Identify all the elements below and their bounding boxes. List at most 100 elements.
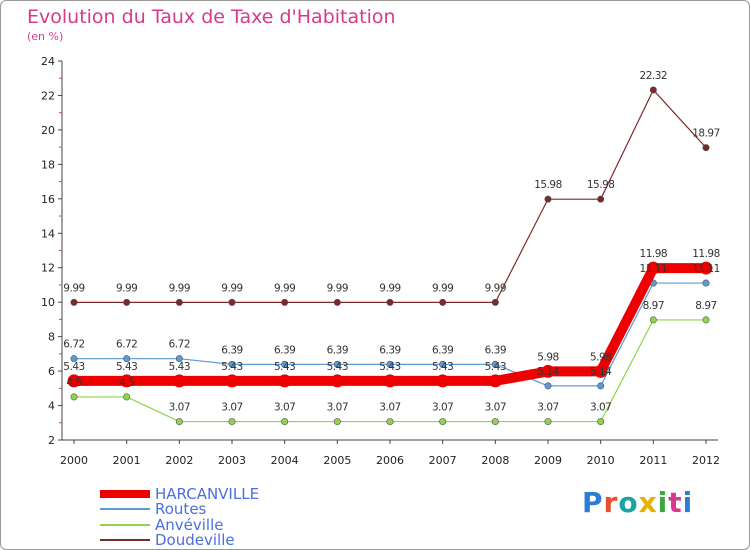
data-label-doudeville: 22.32 — [640, 70, 668, 82]
data-label-doudeville: 15.98 — [534, 179, 562, 191]
data-label-routes: 5.14 — [537, 366, 559, 378]
chart-subtitle: (en %) — [27, 30, 64, 43]
legend-label-anveville: Anvéville — [155, 516, 224, 534]
y-tick-label: 12 — [41, 262, 55, 275]
logo-letter: P — [582, 486, 604, 519]
legend-swatch-routes — [100, 508, 150, 510]
data-point-harcanville — [67, 374, 81, 388]
data-point-doudeville — [333, 298, 341, 306]
data-label-doudeville: 9.99 — [169, 282, 190, 294]
data-label-harcanville: 11.98 — [692, 248, 720, 260]
data-point-routes — [544, 382, 552, 390]
data-point-doudeville — [70, 298, 78, 306]
data-point-anvville — [386, 418, 394, 426]
data-label-routes: 11.11 — [692, 263, 720, 275]
chart-title: Evolution du Taux de Taxe d'Habitation — [27, 6, 396, 28]
data-label-routes: 6.72 — [63, 339, 84, 351]
y-tick-label: 18 — [41, 158, 55, 171]
data-point-harcanville — [172, 374, 186, 388]
data-point-anvville — [597, 418, 605, 426]
x-tick-label: 2000 — [60, 454, 88, 467]
data-label-anvville: 3.07 — [327, 402, 348, 414]
data-label-anvville: 3.07 — [379, 402, 400, 414]
data-point-harcanville — [278, 374, 292, 388]
data-label-doudeville: 15.98 — [587, 179, 615, 191]
y-tick-label: 6 — [48, 365, 55, 378]
series-line-doudeville — [74, 88, 707, 303]
data-point-doudeville — [123, 298, 131, 306]
data-point-harcanville — [646, 261, 660, 275]
y-tick-label: 24 — [41, 55, 55, 68]
chart-data-labels: 9.99 9.99 9.99 9.99 9.99 9.99 9.99 9.99 9.99 15.9… — [63, 70, 720, 414]
data-point-doudeville — [544, 195, 552, 203]
y-tick-label: 16 — [41, 193, 55, 206]
data-point-harcanville — [383, 374, 397, 388]
data-point-harcanville — [594, 364, 608, 378]
data-label-anvville: 4.5 — [66, 377, 81, 389]
data-label-doudeville: 18.97 — [692, 128, 720, 140]
data-label-harcanville: 5.43 — [379, 361, 400, 373]
data-label-harcanville: 5.43 — [116, 361, 137, 373]
data-label-routes: 6.39 — [485, 344, 506, 356]
data-label-anvville: 3.07 — [432, 402, 453, 414]
x-tick-label: 2011 — [639, 454, 667, 467]
data-point-doudeville — [175, 298, 183, 306]
data-label-harcanville: 5.43 — [432, 361, 453, 373]
data-point-routes — [228, 360, 236, 368]
data-point-routes — [333, 360, 341, 368]
data-label-anvville: 3.07 — [590, 402, 611, 414]
data-point-anvville — [281, 418, 289, 426]
data-point-harcanville — [488, 374, 502, 388]
data-point-doudeville — [439, 298, 447, 306]
data-label-routes: 6.39 — [274, 344, 295, 356]
y-tick-label: 4 — [48, 400, 55, 413]
x-tick-label: 2009 — [534, 454, 562, 467]
legend-swatch-anveville — [100, 524, 150, 526]
x-tick-label: 2002 — [165, 454, 193, 467]
data-point-harcanville — [541, 364, 555, 378]
logo-letter: t — [668, 486, 683, 519]
data-point-routes — [175, 355, 183, 363]
x-tick-label: 2003 — [218, 454, 246, 467]
data-label-routes: 5.14 — [590, 366, 612, 378]
x-tick-label: 2008 — [481, 454, 509, 467]
data-label-harcanville: 5.98 — [590, 351, 611, 363]
data-point-routes — [491, 360, 499, 368]
y-tick-label: 22 — [41, 89, 55, 102]
legend-label-routes: Routes — [155, 500, 207, 518]
x-tick-label: 2001 — [113, 454, 141, 467]
data-point-anvville — [70, 393, 78, 401]
data-point-anvville — [491, 418, 499, 426]
data-point-routes — [70, 355, 78, 363]
data-point-anvville — [228, 418, 236, 426]
data-label-routes: 6.72 — [116, 339, 137, 351]
y-tick-label: 8 — [48, 331, 55, 344]
data-label-anvville: 8.97 — [643, 300, 664, 312]
data-label-harcanville: 5.98 — [537, 351, 558, 363]
data-point-anvville — [702, 316, 710, 324]
y-tick-label: 20 — [41, 124, 55, 137]
data-label-doudeville: 9.99 — [485, 282, 506, 294]
data-label-routes: 6.39 — [432, 344, 453, 356]
legend-label-doudeville: Doudeville — [155, 531, 235, 549]
data-label-harcanville: 5.43 — [221, 361, 242, 373]
data-point-doudeville — [281, 298, 289, 306]
data-point-doudeville — [386, 298, 394, 306]
data-point-harcanville — [225, 374, 239, 388]
data-point-harcanville — [699, 261, 713, 275]
x-tick-label: 2006 — [376, 454, 404, 467]
chart-series — [67, 86, 713, 426]
data-point-harcanville — [120, 374, 134, 388]
logo-letter: i — [682, 486, 694, 519]
data-label-anvville: 3.07 — [169, 402, 190, 414]
proxiti-logo: Proxiti — [582, 486, 693, 519]
data-label-anvville: 4.5 — [119, 377, 134, 389]
data-point-doudeville — [491, 298, 499, 306]
x-tick-label: 2007 — [429, 454, 457, 467]
data-point-doudeville — [597, 195, 605, 203]
data-point-routes — [123, 355, 131, 363]
logo-letter: i — [657, 486, 669, 519]
data-point-routes — [439, 360, 447, 368]
logo-letter: r — [603, 486, 619, 519]
